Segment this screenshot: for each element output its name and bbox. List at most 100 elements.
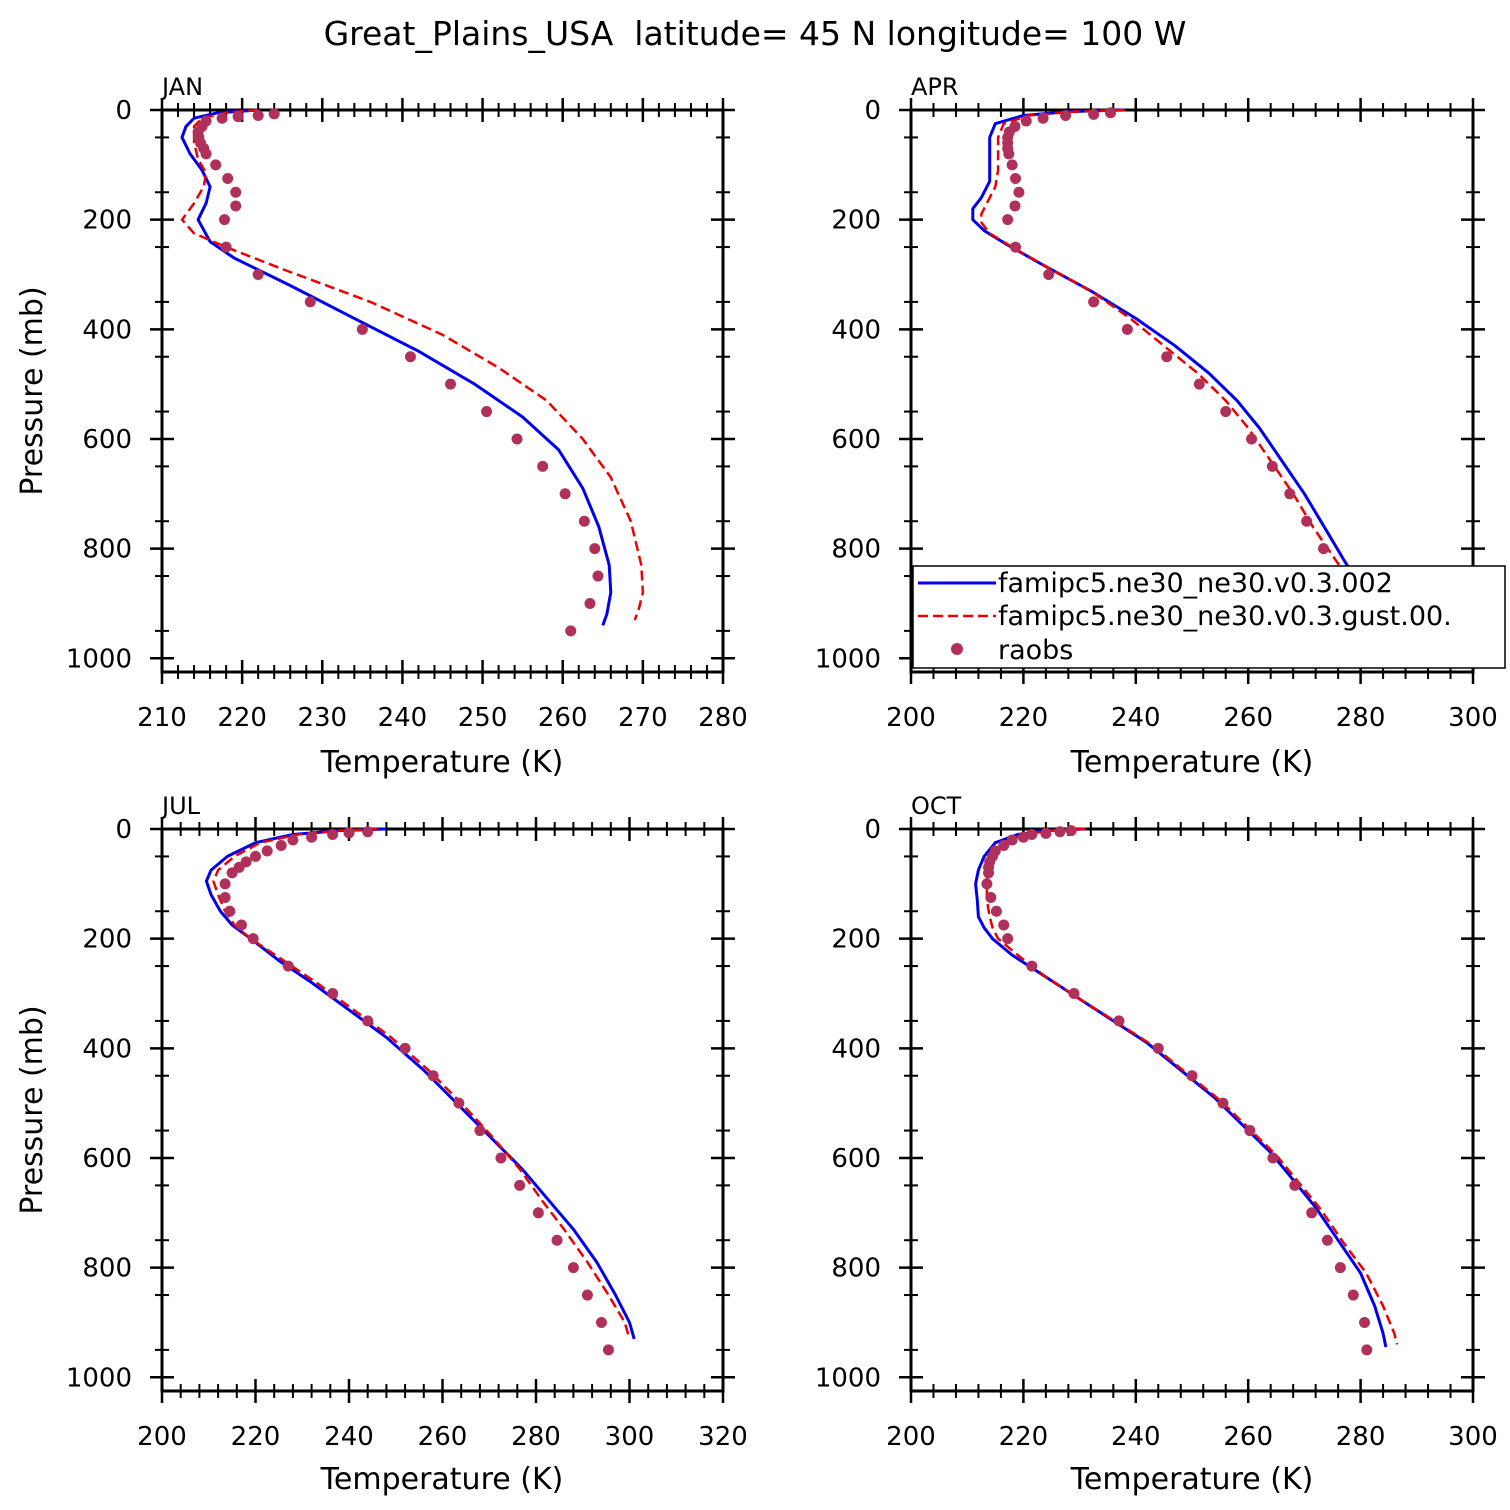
obs-point [1193, 378, 1205, 390]
obs-point [250, 850, 261, 862]
y-tick-label: 1000 [66, 644, 132, 674]
obs-point [990, 905, 1002, 917]
obs-point [1026, 960, 1038, 972]
y-tick-label: 0 [115, 96, 132, 126]
obs-point [224, 905, 236, 917]
x-tick-label: 220 [231, 1422, 281, 1452]
obs-point [1161, 351, 1173, 363]
obs-point [998, 919, 1010, 931]
obs-point [362, 1015, 374, 1027]
y-tick-label: 800 [831, 1254, 881, 1284]
x-tick-label: 240 [1111, 703, 1161, 733]
y-tick-label: 1000 [815, 1363, 881, 1393]
legend: famipc5.ne30_ne30.v0.3.002 famipc5.ne30_… [912, 565, 1506, 669]
y-tick-label: 200 [831, 206, 881, 236]
obs-point [453, 1097, 465, 1109]
obs-point [1040, 827, 1052, 839]
obs-point [304, 296, 316, 308]
x-axis-label: Temperature (K) [320, 1462, 564, 1497]
obs-point [1017, 831, 1029, 843]
panel-label: JAN [160, 73, 203, 101]
obs-point [1068, 987, 1080, 999]
obs-point [216, 112, 228, 124]
x-tick-label: 260 [418, 1422, 468, 1452]
obs-point [445, 378, 457, 390]
obs-point [559, 488, 571, 500]
obs-point [1088, 296, 1100, 308]
obs-point [356, 323, 368, 335]
y-tick-label: 800 [82, 1254, 132, 1284]
obs-point [1318, 543, 1330, 555]
legend-label: famipc5.ne30_ne30.v0.3.002 [998, 568, 1393, 599]
x-tick-label: 200 [137, 1422, 187, 1452]
obs-point [589, 543, 601, 555]
obs-point [532, 1207, 544, 1219]
obs-point [282, 960, 294, 972]
y-tick-label: 200 [831, 925, 881, 955]
x-tick-label: 220 [999, 703, 1049, 733]
x-tick-label: 280 [1336, 1422, 1386, 1452]
panel-jan: JAN Pressure (mb) Temperature (K) 0 200 40… [15, 73, 748, 780]
y-tick-label: 0 [864, 815, 881, 845]
x-tick-label: 280 [1336, 703, 1386, 733]
y-tick-label: 1000 [66, 1363, 132, 1393]
panel-apr: APR Temperature (K) 02004006008001000200… [815, 73, 1506, 780]
obs-point [1334, 1262, 1346, 1274]
obs-point [1186, 1070, 1198, 1082]
obs-point [327, 987, 339, 999]
x-tick-label: 210 [137, 703, 187, 733]
obs-point [1002, 933, 1014, 945]
obs-point [595, 1316, 607, 1328]
obs-point [230, 186, 242, 198]
y-tick-label: 1000 [815, 644, 881, 674]
obs-point [985, 892, 997, 904]
obs-point [1220, 406, 1232, 418]
x-tick-label: 320 [698, 1422, 748, 1452]
x-tick-label: 260 [538, 703, 588, 733]
x-tick-label: 200 [886, 1422, 936, 1452]
obs-point [1361, 1344, 1373, 1356]
obs-point [306, 831, 318, 843]
obs-point [578, 515, 590, 527]
x-tick-label: 260 [1223, 703, 1273, 733]
obs-point [1006, 159, 1018, 171]
y-tick-label: 400 [82, 315, 132, 345]
x-tick-label: 200 [886, 703, 936, 733]
y-tick-label: 400 [82, 1034, 132, 1064]
panel-jul: JUL Pressure (mb) Temperature (K) 0 200 40… [15, 792, 748, 1497]
obs-point [1306, 1207, 1318, 1219]
x-tick-label: 260 [1223, 1422, 1273, 1452]
obs-point [200, 148, 212, 160]
series-line-control [204, 827, 636, 1340]
obs-point [252, 109, 264, 121]
obs-point [567, 1262, 579, 1274]
obs-point [1010, 241, 1022, 253]
obs-point [252, 268, 264, 280]
x-tick-label: 220 [999, 1422, 1049, 1452]
obs-point [592, 570, 604, 582]
x-axis-label: Temperature (K) [1070, 1462, 1314, 1497]
x-tick-label: 240 [1111, 1422, 1161, 1452]
obs-point [327, 828, 339, 840]
x-tick-label: 250 [458, 703, 508, 733]
obs-point [602, 1344, 614, 1356]
obs-point [230, 200, 242, 212]
y-axis-label: Pressure (mb) [15, 286, 50, 495]
obs-point [268, 108, 280, 120]
obs-point [1026, 828, 1038, 840]
y-tick-label: 400 [831, 1034, 881, 1064]
obs-point [1088, 108, 1100, 120]
x-tick-label: 300 [1448, 703, 1498, 733]
y-tick-label: 800 [831, 535, 881, 565]
obs-point [1054, 826, 1066, 838]
obs-point [232, 111, 244, 123]
obs-point [1289, 1179, 1301, 1191]
legend-label: famipc5.ne30_ne30.v0.3.gust.00. [998, 601, 1452, 632]
obs-point [537, 460, 549, 472]
x-tick-label: 280 [511, 1422, 561, 1452]
obs-point [222, 173, 234, 185]
obs-point [1246, 433, 1258, 445]
